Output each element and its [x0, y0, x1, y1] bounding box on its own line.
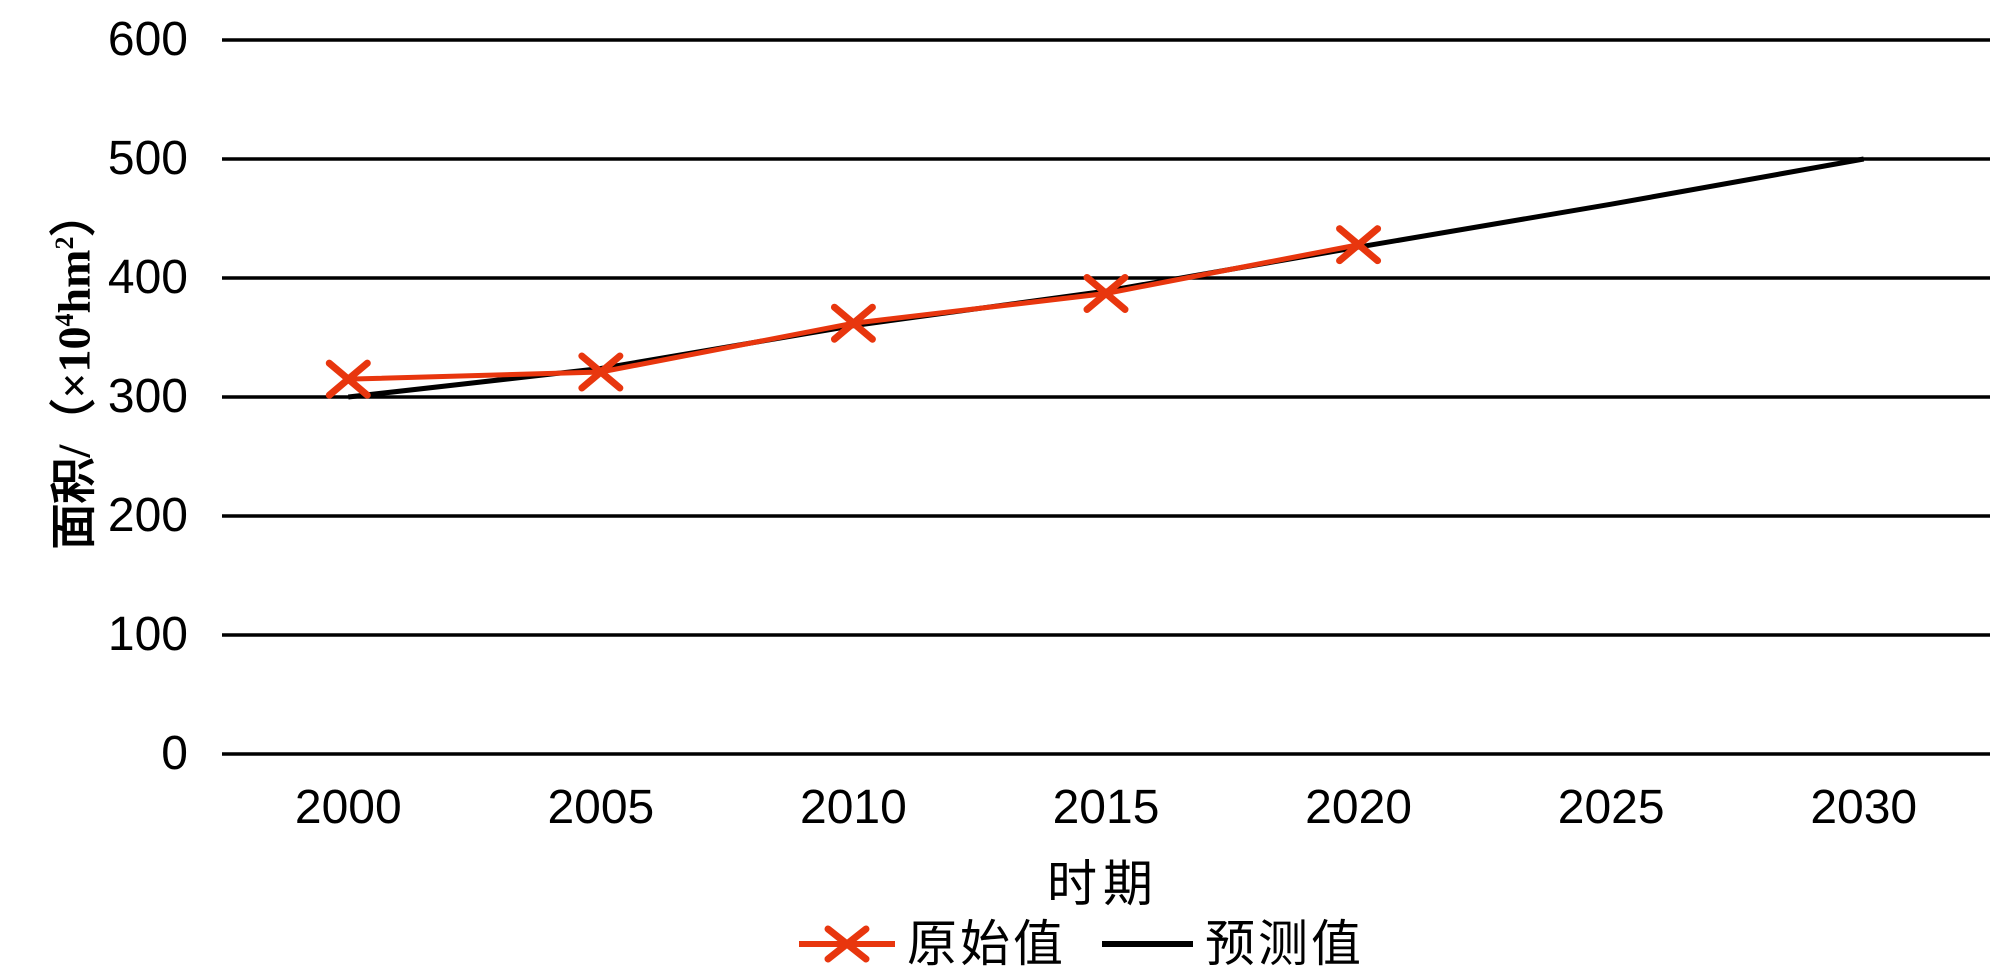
marker-x-icon [1083, 273, 1129, 313]
legend: 原始值 预测值 [797, 916, 1364, 971]
x-tick-label: 2005 [547, 781, 655, 834]
x-axis-title: 时期 [1047, 856, 1159, 912]
y-tick-label: 600 [107, 13, 188, 66]
y-axis-title-close-paren: ） [48, 190, 100, 237]
y-axis-title-superscript-4: 4 [50, 313, 79, 327]
y-tick-label: 200 [107, 489, 188, 542]
series-original-line [348, 242, 1360, 382]
y-axis-title-text: 面积/（×10 [48, 326, 100, 550]
x-tick-label: 2010 [800, 781, 907, 834]
legend-item-predicted: 预测值 [1100, 916, 1364, 971]
y-axis-title: 面积/（×104hm2） [33, 147, 100, 593]
legend-predicted-line-icon [1102, 941, 1193, 947]
y-axis-title-unit: hm [48, 249, 100, 314]
legend-original-line-x-icon [799, 925, 895, 963]
y-axis-title-superscript-2: 2 [50, 236, 79, 250]
marker-x-icon [830, 303, 876, 343]
y-tick-label: 300 [107, 370, 188, 423]
x-tick-label: 2000 [294, 781, 402, 834]
marker-x-icon [1336, 225, 1382, 265]
x-tick-label: 2020 [1305, 781, 1412, 834]
x-tick-label: 2025 [1557, 781, 1665, 834]
marker-x-icon [325, 359, 371, 399]
y-tick-label: 500 [107, 132, 188, 185]
x-tick-label: 2015 [1052, 781, 1160, 834]
y-tick-label: 100 [107, 608, 188, 661]
legend-label-predicted: 预测值 [1205, 916, 1364, 971]
legend-label-original: 原始值 [907, 916, 1066, 971]
y-tick-label: 400 [107, 251, 188, 304]
legend-item-original: 原始值 [797, 916, 1066, 971]
marker-x-icon [578, 352, 624, 392]
y-tick-label: 0 [161, 727, 188, 780]
x-tick-label: 2030 [1810, 781, 1918, 834]
